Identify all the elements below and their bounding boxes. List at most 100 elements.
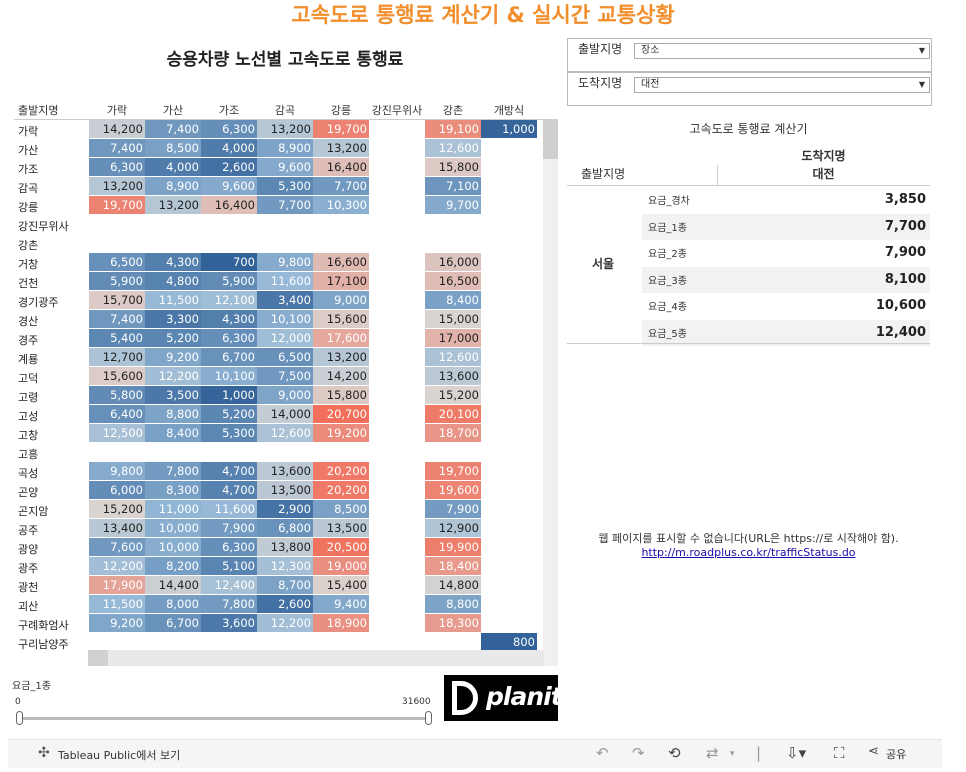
dest-dropdown[interactable]: 대전 ▼ xyxy=(634,77,930,93)
table-cell[interactable]: 5,200 xyxy=(145,329,201,347)
table-cell[interactable]: 11,600 xyxy=(201,500,257,518)
table-cell[interactable]: 14,400 xyxy=(145,576,201,594)
table-cell[interactable]: 15,600 xyxy=(313,310,369,328)
table-row[interactable]: 고령 5,800 3,500 1,000 9,000 15,800 15,200 xyxy=(14,386,546,405)
table-cell[interactable]: 8,200 xyxy=(145,557,201,575)
table-cell[interactable]: 9,000 xyxy=(257,386,313,404)
table-cell[interactable]: 17,600 xyxy=(313,329,369,347)
table-cell[interactable]: 8,900 xyxy=(257,139,313,157)
table-cell[interactable]: 6,500 xyxy=(89,253,145,271)
table-row[interactable]: 곤지암 15,200 11,000 11,600 2,900 8,500 7,900 xyxy=(14,500,546,519)
origin-dropdown[interactable]: 장소 ▼ xyxy=(634,43,930,59)
table-cell[interactable]: 8,500 xyxy=(145,139,201,157)
table-cell[interactable]: 20,100 xyxy=(425,405,481,423)
redo-icon[interactable]: ↷ xyxy=(632,744,645,762)
table-cell[interactable]: 19,900 xyxy=(425,538,481,556)
table-cell[interactable]: 800 xyxy=(481,633,537,651)
table-cell[interactable]: 17,000 xyxy=(425,329,481,347)
table-cell[interactable]: 2,900 xyxy=(257,500,313,518)
table-cell[interactable]: 9,200 xyxy=(89,614,145,632)
table-cell[interactable]: 5,900 xyxy=(201,272,257,290)
table-row[interactable]: 강진무위사 xyxy=(14,215,546,234)
table-cell[interactable]: 6,700 xyxy=(145,614,201,632)
table-cell[interactable]: 13,600 xyxy=(425,367,481,385)
table-cell[interactable]: 19,700 xyxy=(425,462,481,480)
table-cell[interactable]: 8,500 xyxy=(313,500,369,518)
table-cell[interactable]: 10,100 xyxy=(201,367,257,385)
table-cell[interactable]: 12,600 xyxy=(425,348,481,366)
table-cell[interactable]: 16,000 xyxy=(425,253,481,271)
table-row[interactable]: 구리남양주 800 xyxy=(14,633,546,652)
range-slider-track[interactable] xyxy=(20,717,430,720)
table-cell[interactable]: 4,800 xyxy=(145,272,201,290)
table-cell[interactable]: 5,900 xyxy=(89,272,145,290)
table-cell[interactable]: 19,700 xyxy=(89,196,145,214)
table-cell[interactable]: 8,400 xyxy=(425,291,481,309)
traffic-status-link[interactable]: http://m.roadplus.co.kr/trafficStatus.do xyxy=(641,546,856,559)
table-cell[interactable]: 12,200 xyxy=(89,557,145,575)
table-cell[interactable]: 12,200 xyxy=(145,367,201,385)
table-cell[interactable]: 9,800 xyxy=(89,462,145,480)
table-cell[interactable]: 20,200 xyxy=(313,462,369,480)
table-cell[interactable]: 18,700 xyxy=(425,424,481,442)
table-cell[interactable]: 11,500 xyxy=(145,291,201,309)
table-cell[interactable]: 12,500 xyxy=(89,424,145,442)
table-cell[interactable]: 17,100 xyxy=(313,272,369,290)
table-cell[interactable]: 5,100 xyxy=(201,557,257,575)
table-cell[interactable]: 7,900 xyxy=(201,519,257,537)
table-cell[interactable]: 7,700 xyxy=(313,177,369,195)
table-cell[interactable]: 15,800 xyxy=(425,158,481,176)
table-cell[interactable]: 8,800 xyxy=(425,595,481,613)
table-cell[interactable]: 9,600 xyxy=(201,177,257,195)
heatmap-table[interactable]: 출발지명 가락 가산 가조 감곡 강릉 강진무위사 강촌 개방식 가락 14,200 7,400 6… xyxy=(14,100,546,666)
table-cell[interactable]: 12,900 xyxy=(425,519,481,537)
table-cell[interactable]: 13,500 xyxy=(257,481,313,499)
table-cell[interactable]: 15,000 xyxy=(425,310,481,328)
table-cell[interactable]: 16,600 xyxy=(313,253,369,271)
table-cell[interactable]: 8,900 xyxy=(145,177,201,195)
table-row[interactable]: 가락 14,200 7,400 6,300 13,200 19,700 19,100 1,00… xyxy=(14,120,546,139)
table-cell[interactable]: 2,600 xyxy=(201,158,257,176)
chevron-down-icon[interactable]: ▾ xyxy=(730,749,735,759)
table-row[interactable]: 경주 5,400 5,200 6,300 12,000 17,600 17,000 xyxy=(14,329,546,348)
table-cell[interactable]: 19,700 xyxy=(313,120,369,138)
table-cell[interactable]: 5,400 xyxy=(89,329,145,347)
table-cell[interactable]: 6,300 xyxy=(89,158,145,176)
table-cell[interactable]: 13,600 xyxy=(257,462,313,480)
table-cell[interactable]: 14,800 xyxy=(425,576,481,594)
table-cell[interactable]: 14,200 xyxy=(89,120,145,138)
table-cell[interactable]: 700 xyxy=(201,253,257,271)
table-cell[interactable]: 19,000 xyxy=(313,557,369,575)
table-cell[interactable]: 19,600 xyxy=(425,481,481,499)
table-cell[interactable]: 3,400 xyxy=(257,291,313,309)
refresh-icon[interactable]: ⇄ xyxy=(706,744,719,762)
table-row[interactable]: 경기광주 15,700 11,500 12,100 3,400 9,000 8,400 xyxy=(14,291,546,310)
table-cell[interactable]: 15,200 xyxy=(425,386,481,404)
table-cell[interactable]: 14,000 xyxy=(257,405,313,423)
table-row[interactable]: 구례화엄사 9,200 6,700 3,600 12,200 18,900 18,300 xyxy=(14,614,546,633)
table-cell[interactable]: 13,200 xyxy=(89,177,145,195)
table-cell[interactable]: 16,400 xyxy=(313,158,369,176)
table-row[interactable]: 경산 7,400 3,300 4,300 10,100 15,600 15,000 xyxy=(14,310,546,329)
table-cell[interactable]: 6,700 xyxy=(201,348,257,366)
table-row[interactable]: 광양 7,600 10,000 6,300 13,800 20,500 19,900 xyxy=(14,538,546,557)
share-label[interactable]: 공유 xyxy=(886,748,907,761)
table-row[interactable]: 강촌 xyxy=(14,234,546,253)
table-cell[interactable]: 7,900 xyxy=(425,500,481,518)
table-cell[interactable]: 19,100 xyxy=(425,120,481,138)
table-cell[interactable]: 20,500 xyxy=(313,538,369,556)
table-cell[interactable]: 7,100 xyxy=(425,177,481,195)
table-cell[interactable]: 1,000 xyxy=(481,120,537,138)
table-cell[interactable]: 7,700 xyxy=(257,196,313,214)
table-cell[interactable]: 12,400 xyxy=(201,576,257,594)
table-cell[interactable]: 4,000 xyxy=(201,139,257,157)
table-row[interactable]: 거창 6,500 4,300 700 9,800 16,600 16,000 xyxy=(14,253,546,272)
table-cell[interactable]: 13,200 xyxy=(257,120,313,138)
table-cell[interactable]: 1,000 xyxy=(201,386,257,404)
table-cell[interactable]: 12,700 xyxy=(89,348,145,366)
origin-filter[interactable]: 출발지명 장소 ▼ xyxy=(567,38,932,72)
table-cell[interactable]: 7,600 xyxy=(89,538,145,556)
table-row[interactable]: 계룡 12,700 9,200 6,700 6,500 13,200 12,600 xyxy=(14,348,546,367)
table-cell[interactable]: 15,800 xyxy=(313,386,369,404)
table-cell[interactable]: 14,200 xyxy=(313,367,369,385)
